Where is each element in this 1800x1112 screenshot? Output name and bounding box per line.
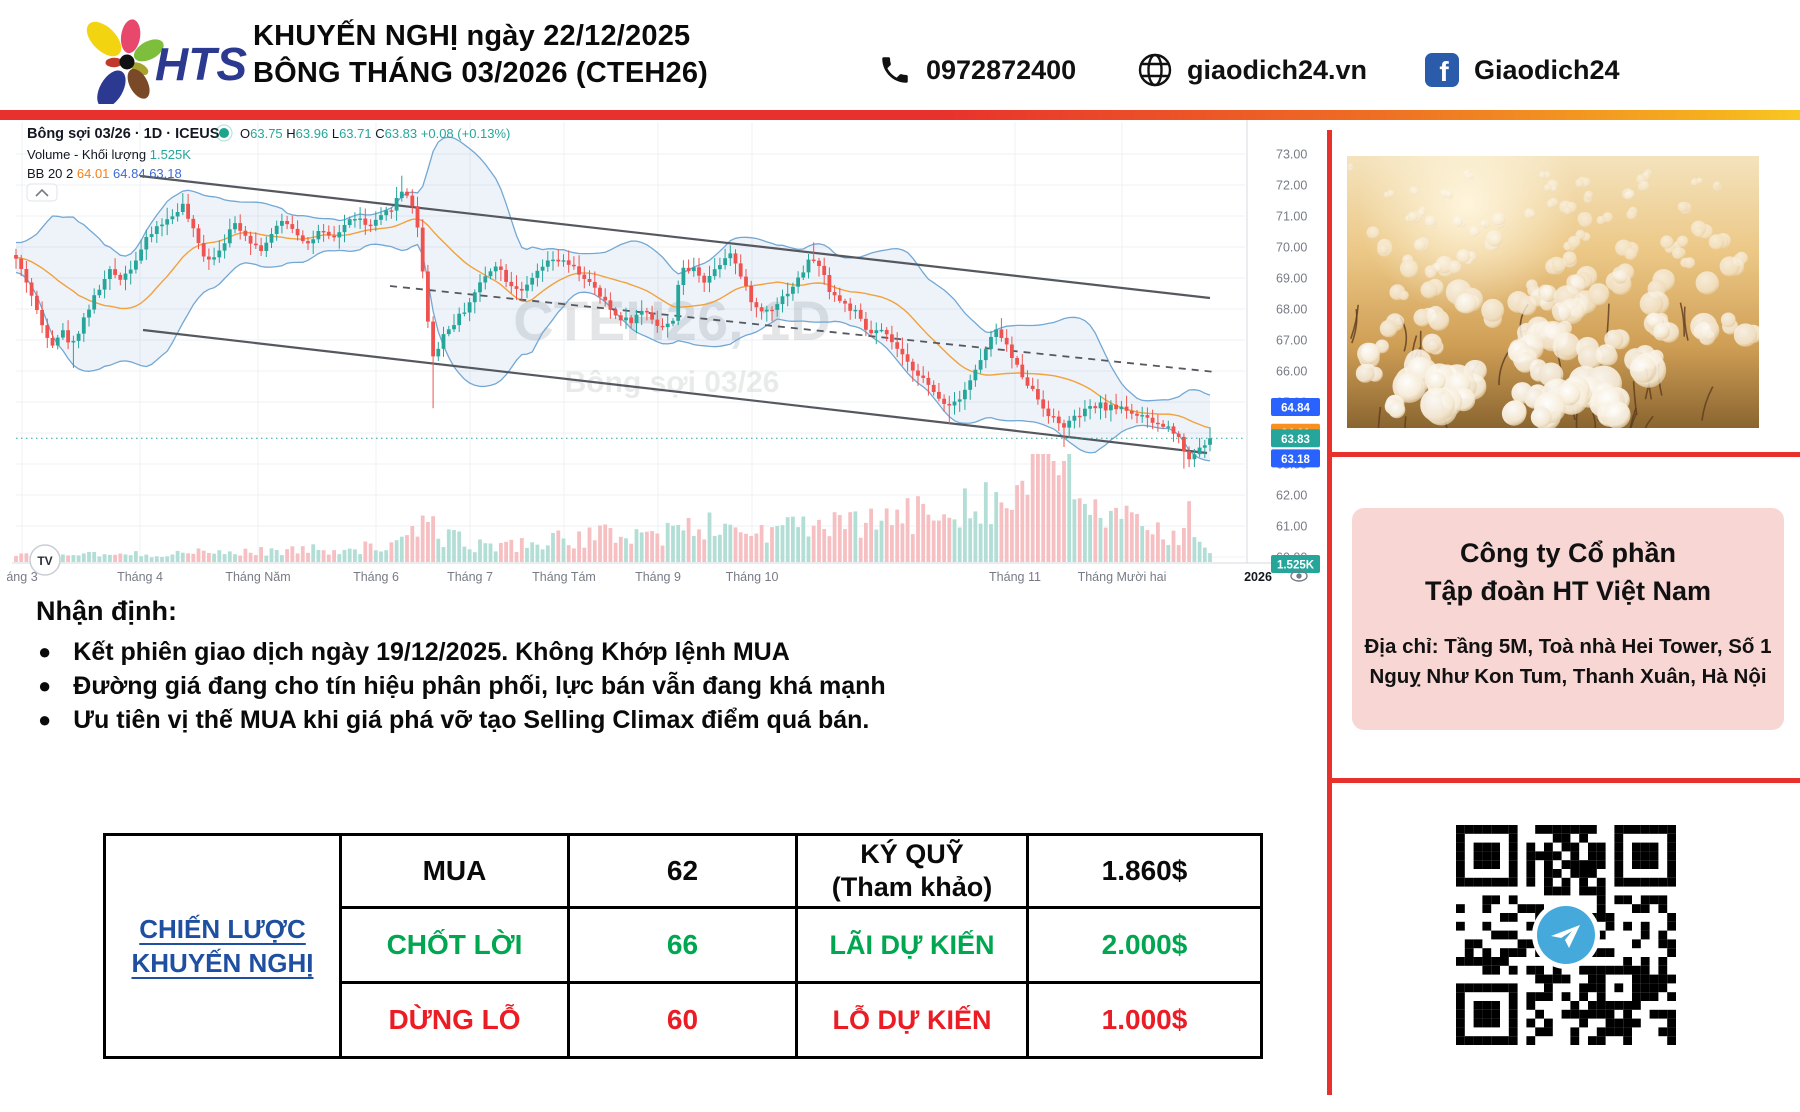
loss-label-cell: LỖ DỰ KIẾN <box>795 981 1029 1059</box>
globe-icon <box>1138 53 1172 87</box>
svg-text:Tháng 10: Tháng 10 <box>726 570 779 584</box>
svg-text:Tháng 11: Tháng 11 <box>989 570 1041 584</box>
company-name-line2: Tập đoàn HT Việt Nam <box>1424 576 1712 606</box>
hts-logo: HTS <box>55 6 255 108</box>
analysis-bullet-2-text: Đường giá đang cho tín hiệu phân phối, l… <box>73 672 886 700</box>
svg-text:73.00: 73.00 <box>1276 148 1307 162</box>
contact-phone: 0972872400 <box>878 48 1076 92</box>
table-row-buy: CHIẾN LƯỢC KHUYẾN NGHỊ MUA 62 KÝ QUỸ (Th… <box>103 833 1263 1059</box>
svg-text:61.00: 61.00 <box>1276 520 1307 534</box>
price-chart[interactable]: CTEH26, 1DBông sợi 03/2673.0072.0071.007… <box>0 0 1320 600</box>
svg-text:72.00: 72.00 <box>1276 179 1307 193</box>
hts-logo-text: HTS <box>155 38 247 90</box>
buy-action-cell: MUA <box>339 833 570 909</box>
margin-label-line2: (Tham khảo) <box>831 872 993 902</box>
horizontal-separator-1 <box>1330 452 1800 457</box>
strategy-table: CHIẾN LƯỢC KHUYẾN NGHỊ MUA 62 KÝ QUỸ (Th… <box>103 833 1263 1059</box>
company-address-line2: Nguỵ Như Kon Tum, Thanh Xuân, Hà Nội <box>1369 665 1767 688</box>
phone-number: 0972872400 <box>926 54 1077 85</box>
svg-text:67.00: 67.00 <box>1276 334 1307 348</box>
title-line2: BÔNG THÁNG 03/2026 (CTEH26) <box>253 57 709 89</box>
vertical-separator <box>1327 130 1332 1095</box>
table-row-stop-loss: DỪNG LỖ 60 LỖ DỰ KIẾN 1.000$ <box>105 981 1263 1059</box>
sl-price-cell: 60 <box>567 981 798 1059</box>
svg-text:Tháng 6: Tháng 6 <box>353 570 399 584</box>
contact-facebook: f Giaodich24 <box>1424 48 1620 92</box>
svg-text:Tháng Tám: Tháng Tám <box>532 570 596 584</box>
profit-label-cell: LÃI DỰ KIẾN <box>795 906 1029 984</box>
table-header-cell: CHIẾN LƯỢC KHUYẾN NGHỊ <box>103 833 342 1059</box>
tp-action-cell: CHỐT LỜI <box>339 906 570 984</box>
svg-text:Tháng 4: Tháng 4 <box>117 570 163 584</box>
margin-label-line1: KÝ QUỸ <box>860 839 964 869</box>
bullet-icon: ● <box>38 639 52 664</box>
table-row-take-profit: CHỐT LỜI 66 LÃI DỰ KIẾN 2.000$ <box>105 906 1263 984</box>
margin-label-cell: KÝ QUỸ (Tham khảo) <box>795 833 1029 909</box>
strategy-header-line2: KHUYẾN NGHỊ <box>131 948 314 978</box>
svg-text:68.00: 68.00 <box>1276 303 1307 317</box>
svg-text:Tháng 9: Tháng 9 <box>635 570 681 584</box>
svg-text:BB 20 2 64.01 64.84 63.18: BB 20 2 64.01 64.84 63.18 <box>27 166 182 181</box>
company-name-line1: Công ty Cổ phần <box>1460 538 1676 568</box>
svg-text:64.84: 64.84 <box>1281 403 1310 415</box>
hts-logo-icon: HTS <box>86 19 247 108</box>
svg-text:1.525K: 1.525K <box>1277 560 1315 572</box>
svg-text:Tháng Năm: Tháng Năm <box>225 570 290 584</box>
bullet-icon: ● <box>38 673 52 698</box>
hide-axis-eye-icon <box>1290 570 1308 582</box>
svg-text:Volume - Khối lượng 1.525K: Volume - Khối lượng 1.525K <box>27 147 191 162</box>
svg-text:Tháng Mười hai: Tháng Mười hai <box>1078 570 1167 584</box>
profit-value-cell: 2.000$ <box>1026 906 1263 984</box>
strategy-header-line1: CHIẾN LƯỢC <box>139 914 306 944</box>
analysis-bullet-3: ● Ưu tiên vị thế MUA khi giá phá vỡ tạo … <box>38 706 869 735</box>
svg-text:66.00: 66.00 <box>1276 365 1307 379</box>
svg-text:áng 3: áng 3 <box>6 570 37 584</box>
tradingview-logo-icon[interactable]: TV <box>29 544 61 576</box>
svg-text:62.00: 62.00 <box>1276 489 1307 503</box>
loss-value-cell: 1.000$ <box>1026 981 1263 1059</box>
horizontal-separator-2 <box>1330 778 1800 783</box>
svg-text:2026: 2026 <box>1244 570 1272 584</box>
facebook-icon: f <box>1425 53 1459 87</box>
svg-text:63.83: 63.83 <box>1281 434 1310 446</box>
company-info-box: Công ty Cổ phần Tập đoàn HT Việt Nam Địa… <box>1352 508 1784 730</box>
analysis-bullet-2: ● Đường giá đang cho tín hiệu phân phối,… <box>38 672 886 701</box>
analysis-heading: Nhận định: <box>36 596 177 626</box>
svg-text:CTEH26, 1D: CTEH26, 1D <box>513 289 830 352</box>
facebook-text: Giaodich24 <box>1474 54 1620 85</box>
page-title: KHUYẾN NGHỊ ngày 22/12/2025 BÔNG THÁNG 0… <box>253 18 708 92</box>
buy-price-cell: 62 <box>567 833 798 909</box>
tp-price-cell: 66 <box>567 906 798 984</box>
title-line1: KHUYẾN NGHỊ ngày 22/12/2025 <box>253 20 691 52</box>
contact-website: giaodich24.vn <box>1137 48 1367 92</box>
analysis-bullet-1: ● Kết phiên giao dịch ngày 19/12/2025. K… <box>38 638 790 667</box>
svg-text:Tháng 7: Tháng 7 <box>447 570 493 584</box>
svg-text:70.00: 70.00 <box>1276 241 1307 255</box>
bullet-icon: ● <box>38 707 52 732</box>
analysis-bullet-3-text: Ưu tiên vị thế MUA khi giá phá vỡ tạo Se… <box>73 706 870 734</box>
website-text: giaodich24.vn <box>1187 54 1368 85</box>
company-address-line1: Địa chỉ: Tầng 5M, Toà nhà Hei Tower, Số … <box>1364 635 1772 658</box>
sl-action-cell: DỪNG LỖ <box>339 981 570 1059</box>
header-divider-bar <box>0 110 1800 120</box>
svg-text:63.18: 63.18 <box>1281 454 1310 466</box>
margin-value-cell: 1.860$ <box>1026 833 1263 909</box>
svg-text:Bông sợi 03/26 · 1D · ICEUS: Bông sợi 03/26 · 1D · ICEUS <box>27 126 220 142</box>
svg-text:O63.75 H63.96 L63.71 C63.83 +0: O63.75 H63.96 L63.71 C63.83 +0.08 (+0.13… <box>240 126 510 141</box>
analysis-bullet-1-text: Kết phiên giao dịch ngày 19/12/2025. Khô… <box>73 638 790 666</box>
cotton-field-image <box>1347 156 1759 428</box>
telegram-qr-code <box>1443 812 1689 1058</box>
phone-icon <box>882 57 908 83</box>
svg-text:71.00: 71.00 <box>1276 210 1307 224</box>
svg-text:69.00: 69.00 <box>1276 272 1307 286</box>
telegram-icon <box>1537 906 1595 964</box>
svg-text:TV: TV <box>37 554 52 568</box>
svg-text:f: f <box>1439 56 1449 87</box>
legend-collapse-button[interactable] <box>26 183 58 202</box>
